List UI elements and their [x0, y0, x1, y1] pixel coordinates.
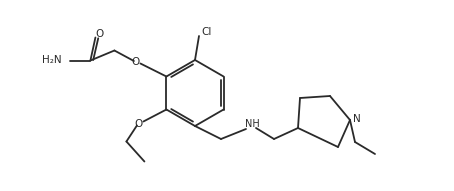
Text: N: N [353, 114, 360, 124]
Text: NH: NH [245, 119, 259, 129]
Text: O: O [96, 28, 104, 39]
Text: H₂N: H₂N [42, 54, 61, 65]
Text: O: O [131, 57, 139, 66]
Text: O: O [134, 119, 143, 129]
Text: Cl: Cl [202, 27, 212, 36]
